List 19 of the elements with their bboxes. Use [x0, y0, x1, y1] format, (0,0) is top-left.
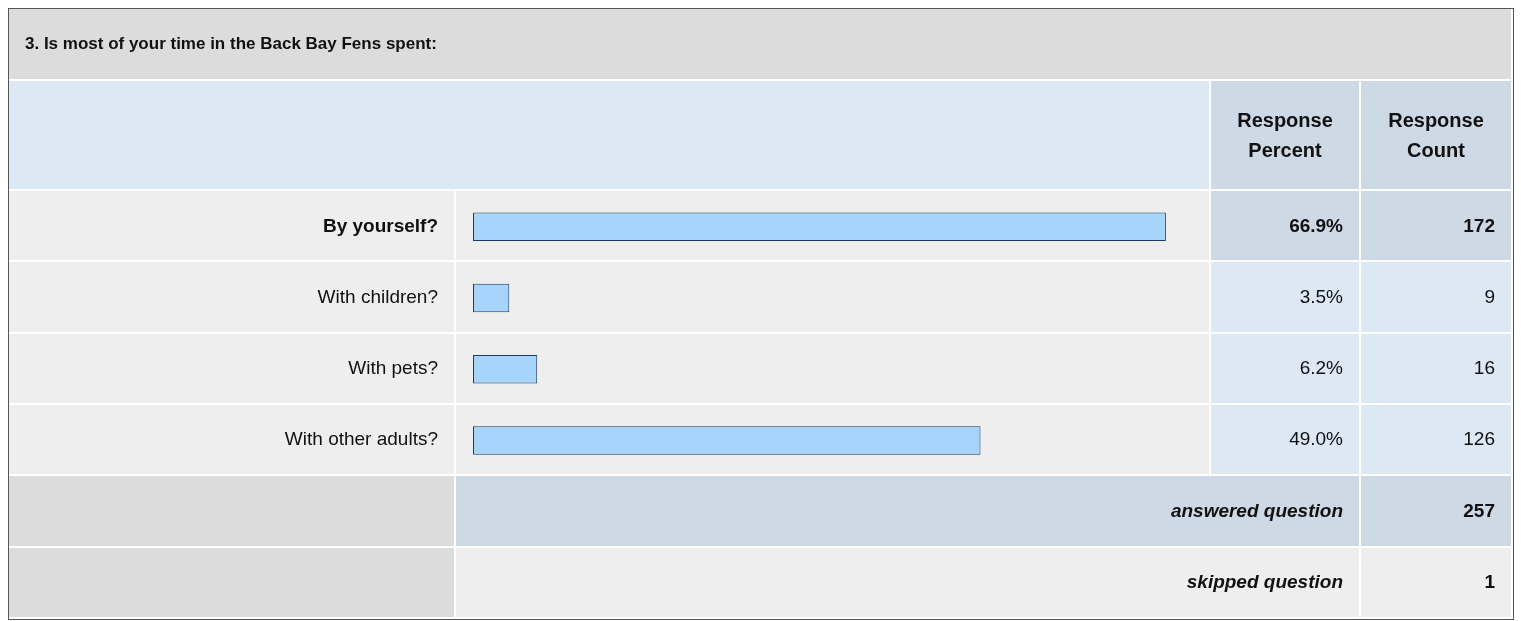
text: skipped question	[456, 547, 1361, 619]
text: 1	[1361, 547, 1513, 619]
text: 16	[1361, 333, 1513, 405]
text: 172	[1361, 191, 1513, 263]
text: 9	[1361, 262, 1513, 334]
text: answered question	[456, 476, 1361, 548]
data-label: 49.0%	[1211, 404, 1361, 476]
data-label: 6.2%	[1211, 333, 1361, 405]
text: 257	[1361, 476, 1513, 548]
y-tick-label: By yourself?	[9, 191, 456, 263]
text: Response Count	[1361, 81, 1513, 191]
y-tick-label: With children?	[9, 262, 456, 334]
data-label: 3.5%	[1211, 262, 1361, 334]
text: Response Percent	[1211, 81, 1361, 191]
text: 126	[1361, 404, 1513, 476]
text: 3. Is most of your time in the Back Bay Fens spent:	[9, 9, 1513, 81]
data-label: 66.9%	[1211, 191, 1361, 263]
y-tick-label: With pets?	[9, 333, 456, 405]
y-tick-label: With other adults?	[9, 404, 456, 476]
